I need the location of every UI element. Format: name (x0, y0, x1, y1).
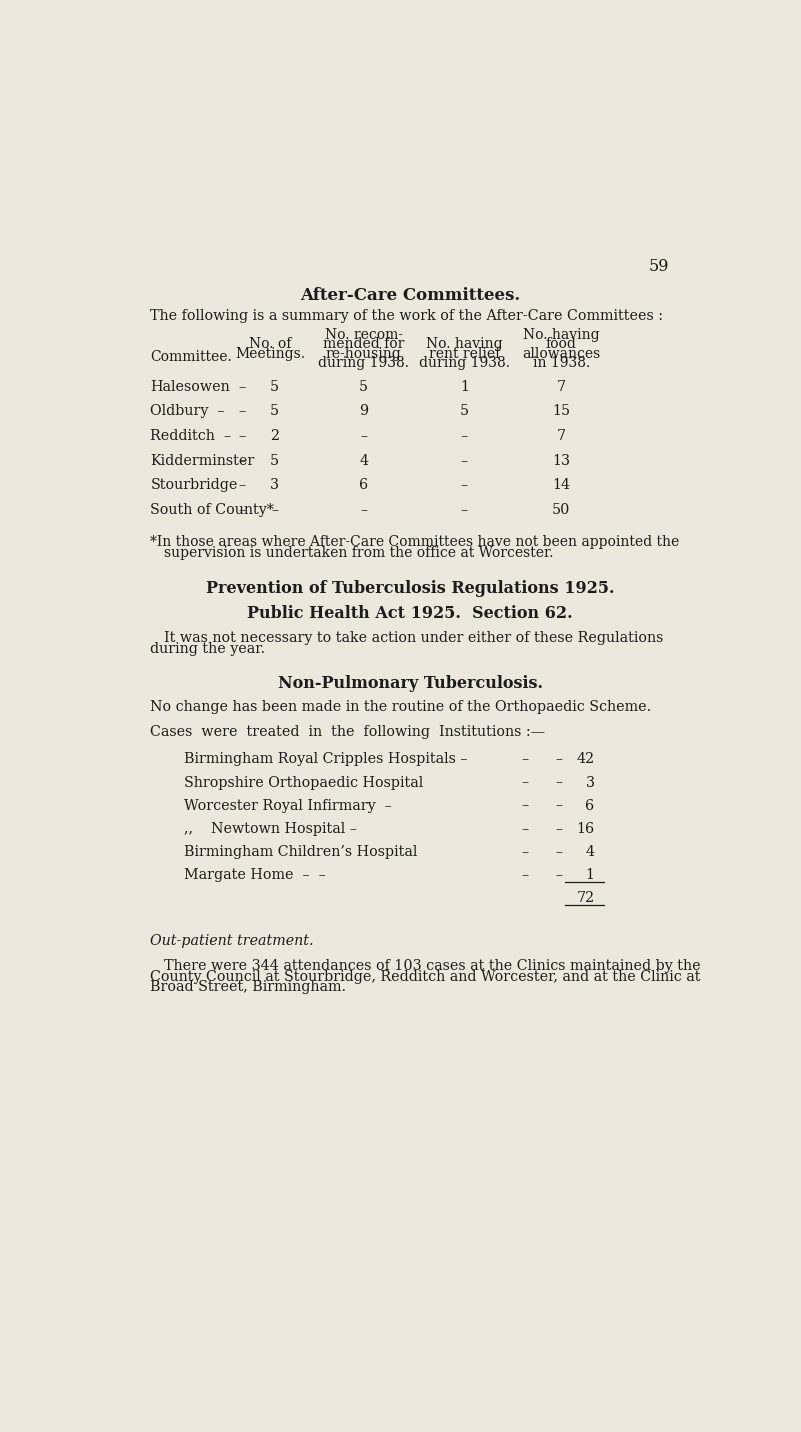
Text: supervision is undertaken from the office at Worcester.: supervision is undertaken from the offic… (163, 546, 553, 560)
Text: No. having: No. having (523, 328, 600, 342)
Text: 50: 50 (552, 503, 570, 517)
Text: –: – (239, 379, 246, 394)
Text: Oldbury  –: Oldbury – (151, 404, 225, 418)
Text: Redditch  –: Redditch – (151, 430, 231, 442)
Text: Non-Pulmonary Tuberculosis.: Non-Pulmonary Tuberculosis. (278, 676, 542, 693)
Text: –: – (555, 868, 562, 882)
Text: Worcester Royal Infirmary  –: Worcester Royal Infirmary – (183, 799, 392, 812)
Text: 5: 5 (270, 404, 279, 418)
Text: –: – (555, 822, 562, 836)
Text: 6: 6 (586, 799, 594, 812)
Text: –: – (461, 430, 468, 442)
Text: –: – (521, 799, 529, 812)
Text: No change has been made in the routine of the Orthopaedic Scheme.: No change has been made in the routine o… (151, 700, 652, 715)
Text: re-housing: re-housing (326, 347, 401, 361)
Text: No. recom-: No. recom- (324, 328, 403, 342)
Text: *In those areas where After-Care Committees have not been appointed the: *In those areas where After-Care Committ… (151, 536, 680, 550)
Text: 1: 1 (460, 379, 469, 394)
Text: –: – (555, 776, 562, 789)
Text: 13: 13 (552, 454, 570, 468)
Text: during 1938.: during 1938. (419, 357, 510, 369)
Text: Halesowen: Halesowen (151, 379, 230, 394)
Text: –: – (521, 752, 529, 766)
Text: 1: 1 (586, 868, 594, 882)
Text: 3: 3 (586, 776, 594, 789)
Text: –: – (521, 868, 529, 882)
Text: –: – (360, 503, 367, 517)
Text: 6: 6 (359, 478, 368, 493)
Text: Stourbridge: Stourbridge (151, 478, 238, 493)
Text: allowances: allowances (522, 347, 601, 361)
Text: 14: 14 (552, 478, 570, 493)
Text: 4: 4 (359, 454, 368, 468)
Text: Meetings.: Meetings. (235, 347, 306, 361)
Text: The following is a summary of the work of the After-Care Committees :: The following is a summary of the work o… (151, 309, 663, 322)
Text: Prevention of Tuberculosis Regulations 1925.: Prevention of Tuberculosis Regulations 1… (206, 580, 614, 597)
Text: 42: 42 (577, 752, 594, 766)
Text: 5: 5 (359, 379, 368, 394)
Text: rent relief: rent relief (429, 347, 500, 361)
Text: After-Care Committees.: After-Care Committees. (300, 288, 521, 305)
Text: Cases  were  treated  in  the  following  Institutions :—: Cases were treated in the following Inst… (151, 725, 545, 739)
Text: 72: 72 (577, 891, 594, 905)
Text: 5: 5 (460, 404, 469, 418)
Text: –: – (360, 430, 367, 442)
Text: 2: 2 (270, 430, 279, 442)
Text: Kidderminster: Kidderminster (151, 454, 255, 468)
Text: 5: 5 (270, 454, 279, 468)
Text: –: – (461, 478, 468, 493)
Text: in 1938.: in 1938. (533, 357, 590, 369)
Text: 4: 4 (586, 845, 594, 859)
Text: 59: 59 (649, 258, 670, 275)
Text: Committee.: Committee. (151, 351, 232, 365)
Text: –: – (461, 503, 468, 517)
Text: 16: 16 (577, 822, 594, 836)
Text: Public Health Act 1925.  Section 62.: Public Health Act 1925. Section 62. (248, 604, 573, 621)
Text: –: – (521, 822, 529, 836)
Text: South of County*: South of County* (151, 503, 275, 517)
Text: –: – (555, 799, 562, 812)
Text: 15: 15 (552, 404, 570, 418)
Text: County Council at Stourbridge, Redditch and Worcester, and at the Clinic at: County Council at Stourbridge, Redditch … (151, 969, 701, 984)
Text: –: – (239, 478, 246, 493)
Text: ,,    Newtown Hospital –: ,, Newtown Hospital – (183, 822, 356, 836)
Text: 9: 9 (359, 404, 368, 418)
Text: mended for: mended for (323, 338, 405, 351)
Text: –: – (461, 454, 468, 468)
Text: during the year.: during the year. (151, 642, 266, 656)
Text: –: – (555, 845, 562, 859)
Text: No. having: No. having (426, 338, 503, 351)
Text: It was not necessary to take action under either of these Regulations: It was not necessary to take action unde… (163, 630, 663, 644)
Text: –: – (239, 430, 246, 442)
Text: No. of: No. of (249, 338, 292, 351)
Text: Out-patient treatment.: Out-patient treatment. (151, 934, 314, 948)
Text: –: – (239, 503, 246, 517)
Text: There were 344 attendances of 103 cases at the Clinics maintained by the: There were 344 attendances of 103 cases … (163, 959, 700, 972)
Text: –: – (555, 752, 562, 766)
Text: 5: 5 (270, 379, 279, 394)
Text: –: – (521, 845, 529, 859)
Text: –: – (271, 503, 278, 517)
Text: Birmingham Royal Cripples Hospitals –: Birmingham Royal Cripples Hospitals – (183, 752, 467, 766)
Text: 7: 7 (557, 379, 566, 394)
Text: Broad Street, Birmingham.: Broad Street, Birmingham. (151, 981, 347, 994)
Text: Birmingham Children’s Hospital: Birmingham Children’s Hospital (183, 845, 417, 859)
Text: Shropshire Orthopaedic Hospital: Shropshire Orthopaedic Hospital (183, 776, 423, 789)
Text: 3: 3 (270, 478, 279, 493)
Text: –: – (239, 404, 246, 418)
Text: 7: 7 (557, 430, 566, 442)
Text: –: – (521, 776, 529, 789)
Text: during 1938.: during 1938. (318, 357, 409, 369)
Text: Margate Home  –  –: Margate Home – – (183, 868, 325, 882)
Text: –: – (239, 454, 246, 468)
Text: food: food (545, 338, 577, 351)
